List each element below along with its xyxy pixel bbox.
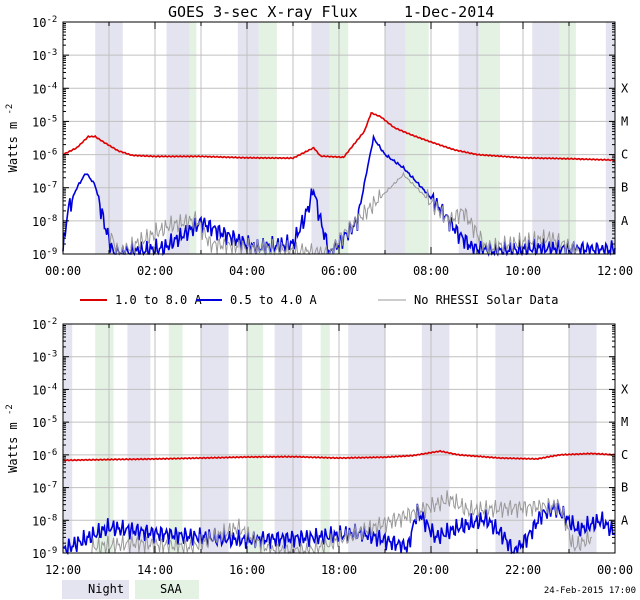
flare-class-label: C [621,448,628,462]
night-band [348,324,385,553]
y-tick-label: 10-2 [32,15,57,30]
y-tick-label: 10-4 [32,81,57,96]
saa-band [320,324,330,553]
x-tick-label: 00:00 [45,264,81,278]
saa-band [95,324,114,553]
night-band [495,324,523,553]
y-tick-label: 10-3 [32,48,57,63]
saa-key-swatch [135,580,199,599]
y-tick-label: 10-9 [32,546,57,561]
y-tick-label: 10-8 [32,214,57,229]
y-tick-label: 10-9 [32,247,57,262]
x-tick-label: 00:00 [597,563,633,577]
y-tick-label: 10-4 [32,382,57,397]
chart-title: GOES 3-sec X-ray Flux [168,3,358,21]
legend-label-rhessi: No RHESSI Solar Data [414,293,559,307]
night-band [311,22,330,254]
x-tick-label: 20:00 [413,563,449,577]
night-band [274,324,303,553]
bottom-panel: 10-2 10-3 10-4 10-5 10-6 10-7 10-8 10-9 12:00 14:… [5,317,633,577]
night-band [127,324,151,553]
x-tick-label: 10:00 [505,264,541,278]
x-tick-label: 02:00 [137,264,173,278]
night-band [458,22,480,254]
y-tick-label: 10-6 [32,148,57,163]
legend-label-short: 0.5 to 4.0 A [230,293,317,307]
flare-class-label: X [621,382,629,396]
y-axis-label: Watts m -2 [5,104,20,173]
y-tick-label: 10-5 [32,415,57,430]
saa-band [258,22,277,254]
footer-timestamp: 24-Feb-2015 17:00 [544,586,636,596]
legend-label-long: 1.0 to 8.0 A [115,293,202,307]
saa-band [479,22,500,254]
night-band [532,22,560,254]
series-line-rhessi [90,490,592,555]
x-tick-label: 22:00 [505,563,541,577]
x-tick-label: 12:00 [597,264,633,278]
night-band [385,22,406,254]
x-tick-label: 06:00 [321,264,357,278]
flare-class-label: X [621,81,629,95]
top-panel: 10-2 10-3 10-4 10-5 10-6 10-7 10-8 10-9 00:00 02:… [5,3,633,278]
night-band [63,324,73,553]
night-band [605,22,615,254]
y-axis-label: Watts m -2 [5,404,20,473]
series-line-rhessi [108,171,579,256]
x-tick-label: 04:00 [229,264,265,278]
saa-band [168,324,183,553]
y-tick-label: 10-7 [32,481,57,496]
night-band [237,22,259,254]
saa-band [189,22,197,254]
x-tick-label: 08:00 [413,264,449,278]
legend: 1.0 to 8.0 A 0.5 to 4.0 A No RHESSI Sola… [80,293,559,307]
flare-class-label: A [621,214,629,228]
series-line-1-8A [62,112,616,162]
y-tick-label: 10-8 [32,513,57,528]
band-key: Night SAA [62,580,199,599]
night-band [569,324,597,553]
flare-class-label: A [621,513,629,527]
y-tick-label: 10-3 [32,350,57,365]
saa-key-label: SAA [160,582,182,596]
y-tick-label: 10-2 [32,317,57,332]
saa-band [247,324,264,553]
flare-class-label: C [621,148,628,162]
flare-class-label: M [621,114,628,128]
x-tick-label: 16:00 [229,563,265,577]
chart-date: 1-Dec-2014 [404,3,494,21]
night-band [421,324,450,553]
y-tick-label: 10-7 [32,181,57,196]
x-tick-label: 14:00 [137,563,173,577]
y-tick-label: 10-6 [32,448,57,463]
x-tick-label: 18:00 [321,563,357,577]
night-band [166,22,190,254]
night-key-label: Night [88,582,124,596]
night-band [201,324,229,553]
series-line-1-8A [62,449,616,462]
flare-class-label: M [621,415,628,429]
y-tick-label: 10-5 [32,114,57,129]
flare-class-label: B [621,181,628,195]
saa-band [559,22,576,254]
flare-class-label: B [621,481,628,495]
night-key-swatch [62,580,129,599]
x-tick-label: 12:00 [45,563,81,577]
